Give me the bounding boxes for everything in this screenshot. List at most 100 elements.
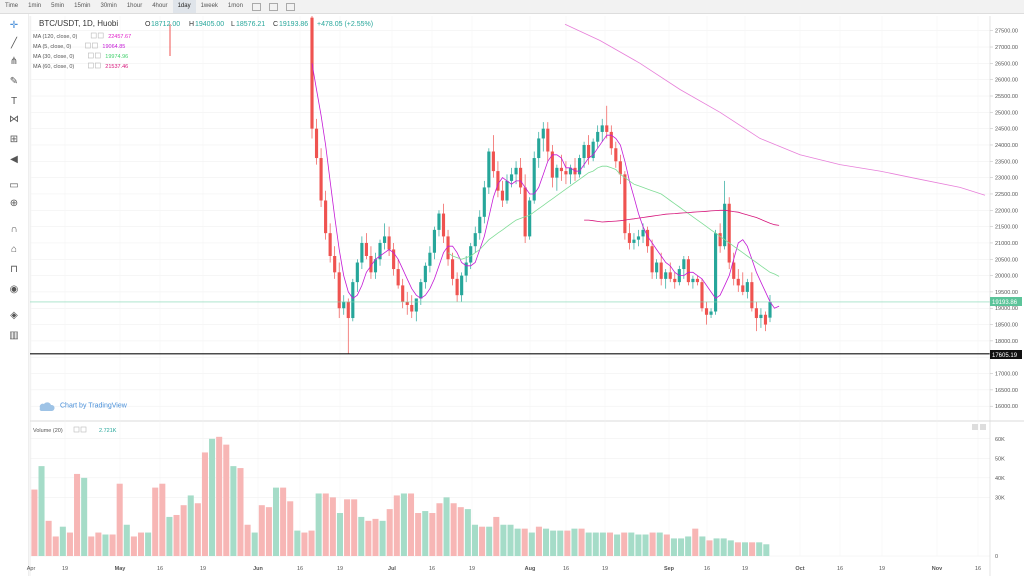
- volume-bar: [322, 493, 329, 556]
- timeframe-1mon[interactable]: 1mon: [227, 3, 243, 9]
- volume-bar: [521, 528, 528, 556]
- timeframe-30min[interactable]: 30min: [100, 3, 117, 9]
- timeframe-4hour[interactable]: 4hour: [152, 3, 168, 9]
- tradingview-watermark[interactable]: Chart by TradingView: [39, 402, 128, 411]
- indicator-settings-icon[interactable]: [88, 62, 94, 69]
- volume-bar: [408, 493, 415, 556]
- volume-bar: [351, 499, 358, 556]
- time-tick-label: 19: [200, 566, 206, 572]
- price-tick-label: 26500.00: [995, 61, 1018, 67]
- timeframe-1min[interactable]: 1min: [28, 3, 42, 9]
- candle: [441, 203, 446, 243]
- volume-bar: [38, 466, 45, 556]
- measure-icon[interactable]: ⊞: [9, 134, 19, 145]
- unlock-icon[interactable]: ⊓: [10, 264, 18, 275]
- pitchfork-icon[interactable]: ⋔: [9, 56, 19, 67]
- crosshair-icon[interactable]: ✛: [9, 20, 19, 31]
- volume-bar: [287, 501, 294, 556]
- indicator-settings-icon[interactable]: [88, 52, 94, 59]
- volume-bar: [216, 436, 223, 556]
- timeframe-1day[interactable]: 1day: [172, 0, 196, 13]
- brush-icon[interactable]: ✎: [9, 76, 19, 87]
- fullscreen-icon[interactable]: [285, 2, 295, 11]
- volume-bar: [393, 495, 400, 556]
- time-tick-label: 19: [62, 566, 68, 572]
- volume-tick-label: 50K: [995, 456, 1005, 462]
- indicator-close-icon[interactable]: [95, 52, 101, 59]
- volume-bar: [123, 524, 130, 556]
- candle: [401, 278, 405, 309]
- price-tick-label: 26000.00: [995, 78, 1018, 84]
- candle: [528, 197, 532, 240]
- candle: [500, 180, 505, 208]
- timeframe-5min[interactable]: 5min: [51, 3, 65, 9]
- price-tick-label: 25000.00: [995, 110, 1018, 116]
- price-tick-label: 21000.00: [995, 241, 1018, 247]
- volume-bar: [685, 536, 692, 556]
- open-value: 18712.00: [151, 21, 180, 28]
- volume-pane-question-icon[interactable]: [972, 424, 978, 430]
- volume-bar: [379, 520, 386, 556]
- price-tick-label: 16500.00: [995, 388, 1018, 394]
- volume-bar: [230, 466, 237, 556]
- layers-icon[interactable]: ◈: [10, 310, 18, 321]
- time-tick-label: 16: [157, 566, 163, 572]
- candle: [496, 161, 500, 198]
- time-tick-label: 19: [602, 566, 608, 572]
- ma120-line: [564, 23, 986, 196]
- candle: [360, 236, 364, 270]
- trend-line-icon[interactable]: ╱: [10, 38, 18, 49]
- timeframe-15min[interactable]: 15min: [74, 3, 91, 9]
- arrow-back-icon[interactable]: ◀: [10, 154, 18, 165]
- timeframe-1hour[interactable]: 1hour: [126, 3, 143, 9]
- candle: [314, 118, 319, 165]
- volume-bar: [102, 534, 109, 556]
- eye-icon[interactable]: ◉: [9, 284, 19, 295]
- magnet-icon[interactable]: ∩: [10, 224, 18, 235]
- indicator-settings-icon[interactable]: [85, 42, 91, 49]
- candle: [750, 272, 754, 312]
- zoom-icon[interactable]: ⊕: [9, 198, 19, 209]
- volume-bar: [59, 526, 66, 556]
- low-value: 18576.21: [236, 21, 265, 28]
- candle: [414, 298, 418, 322]
- time-tick-label: 19: [742, 566, 748, 572]
- volume-bar: [756, 542, 763, 556]
- candle: [695, 275, 700, 286]
- open-label: O: [145, 21, 151, 28]
- watermark-text: Chart by TradingView: [60, 403, 128, 410]
- volume-bar: [145, 532, 152, 556]
- volume-bar: [130, 536, 137, 556]
- time-tick-label: Nov: [932, 566, 943, 572]
- volume-bar: [585, 532, 592, 556]
- lock-drawing-icon[interactable]: ⌂: [10, 244, 18, 255]
- volume-pane-collapse-icon[interactable]: [980, 424, 986, 430]
- price-tick-label: 20500.00: [995, 257, 1018, 263]
- indicator-close-icon[interactable]: [95, 62, 101, 69]
- pattern-icon[interactable]: ⋈: [9, 114, 19, 125]
- volume-bar: [528, 532, 535, 556]
- timeframe-toolbar: Time 1min 5min 15min 30min 1hour 4hour 1day 1wee…: [0, 0, 1024, 14]
- volume-close-icon[interactable]: [80, 426, 87, 433]
- candle: [310, 16, 314, 139]
- volume-settings-icon[interactable]: [73, 426, 80, 433]
- candle: [727, 197, 731, 270]
- ruler-icon[interactable]: ▭: [9, 180, 19, 191]
- horizontal-levels: [30, 301, 990, 355]
- moving-average-lines: [169, 23, 986, 309]
- volume-bar: [763, 544, 770, 556]
- indicator-settings-icon[interactable]: [90, 32, 97, 39]
- timeframe-1week[interactable]: 1week: [200, 3, 218, 9]
- volume-bar: [543, 528, 550, 556]
- indicator-close-icon[interactable]: [92, 42, 98, 49]
- volume-bar: [464, 509, 471, 556]
- candle: [745, 278, 749, 299]
- volume-bar: [663, 534, 670, 556]
- trash-icon[interactable]: ▥: [9, 330, 19, 341]
- price-tick-label: 25500.00: [995, 94, 1018, 100]
- text-icon[interactable]: T: [10, 96, 18, 107]
- settings-icon[interactable]: [268, 2, 278, 11]
- indicator-close-icon[interactable]: [97, 32, 104, 39]
- indicator-icon[interactable]: [251, 2, 261, 11]
